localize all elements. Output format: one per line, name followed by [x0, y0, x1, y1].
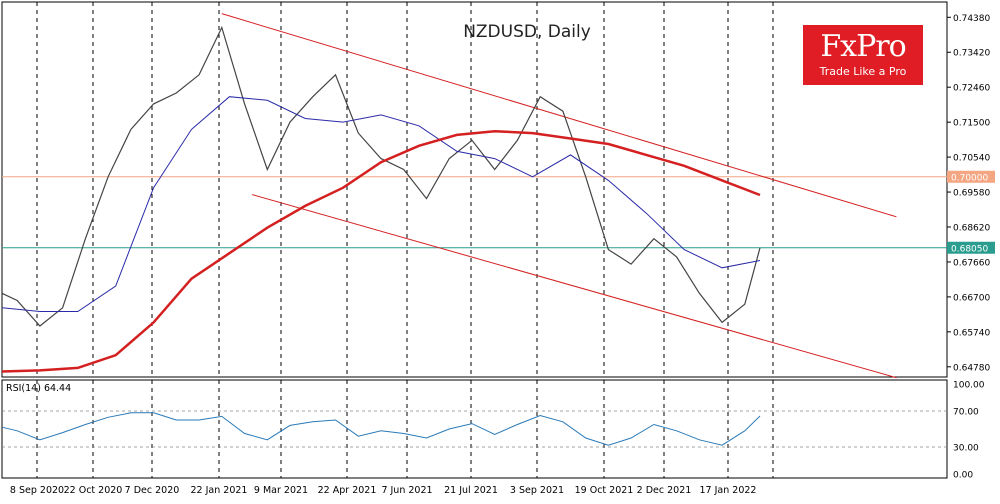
series-price — [1, 25, 761, 327]
price-tick-label: 0.70540 — [953, 154, 990, 164]
x-tick-label: 22 Jan 2021 — [191, 485, 248, 496]
price-tick-label: 0.68620 — [953, 224, 990, 234]
price-tick-label: 0.66700 — [953, 293, 990, 303]
x-tick-label: 21 Jul 2021 — [444, 485, 498, 496]
logo-tagline: Trade Like a Pro — [819, 65, 907, 78]
x-tick-label: 9 Mar 2021 — [254, 485, 308, 496]
price-tick-label: 0.64780 — [953, 363, 990, 373]
logo-main-text: FxPro — [820, 29, 906, 64]
price-tick-label: 0.65740 — [953, 328, 990, 338]
x-tick-label: 22 Apr 2021 — [318, 485, 377, 496]
rsi-tick-label: 70.00 — [953, 408, 979, 418]
rsi-label: RSI(14) 64.44 — [6, 383, 71, 394]
price-marker-label: 0.68050 — [951, 244, 988, 254]
price-marker-box — [947, 241, 995, 254]
x-tick-label: 19 Oct 2021 — [575, 485, 634, 496]
fxpro-logo: FxPro Trade Like a Pro — [803, 25, 923, 85]
series-ma_red — [1, 129, 761, 373]
price-tick-label: 0.69580 — [953, 189, 990, 199]
main-plot-frame — [1, 1, 948, 378]
rsi-line — [1, 412, 761, 446]
series-ma_blue — [1, 96, 761, 312]
channel-lower-line — [252, 194, 897, 379]
x-tick-label: 2 Dec 2021 — [637, 485, 692, 496]
price-marker-label: 0.70000 — [951, 173, 988, 183]
x-tick-label: 17 Jan 2022 — [700, 485, 757, 496]
price-tick-label: 0.73420 — [953, 49, 990, 59]
x-tick-label: 22 Oct 2020 — [64, 485, 123, 496]
price-marker-box — [947, 170, 995, 183]
price-tick-label: 0.67660 — [953, 258, 990, 268]
x-tick-label: 8 Sep 2020 — [10, 485, 64, 496]
chart-title: NZDUSD, Daily — [463, 22, 591, 42]
price-tick-label: 0.74380 — [953, 14, 990, 24]
x-tick-label: 3 Sep 2021 — [510, 485, 564, 496]
rsi-plot-frame — [1, 379, 948, 479]
price-tick-label: 0.71500 — [953, 119, 990, 129]
rsi-tick-label: 30.00 — [953, 444, 979, 454]
rsi-tick-label: 0.00 — [953, 471, 973, 481]
x-tick-label: 7 Dec 2020 — [125, 485, 180, 496]
x-tick-label: 7 Jun 2021 — [381, 485, 432, 496]
channel-upper-line — [221, 13, 897, 218]
price-tick-label: 0.72460 — [953, 84, 990, 94]
rsi-tick-label: 100.00 — [953, 381, 985, 391]
